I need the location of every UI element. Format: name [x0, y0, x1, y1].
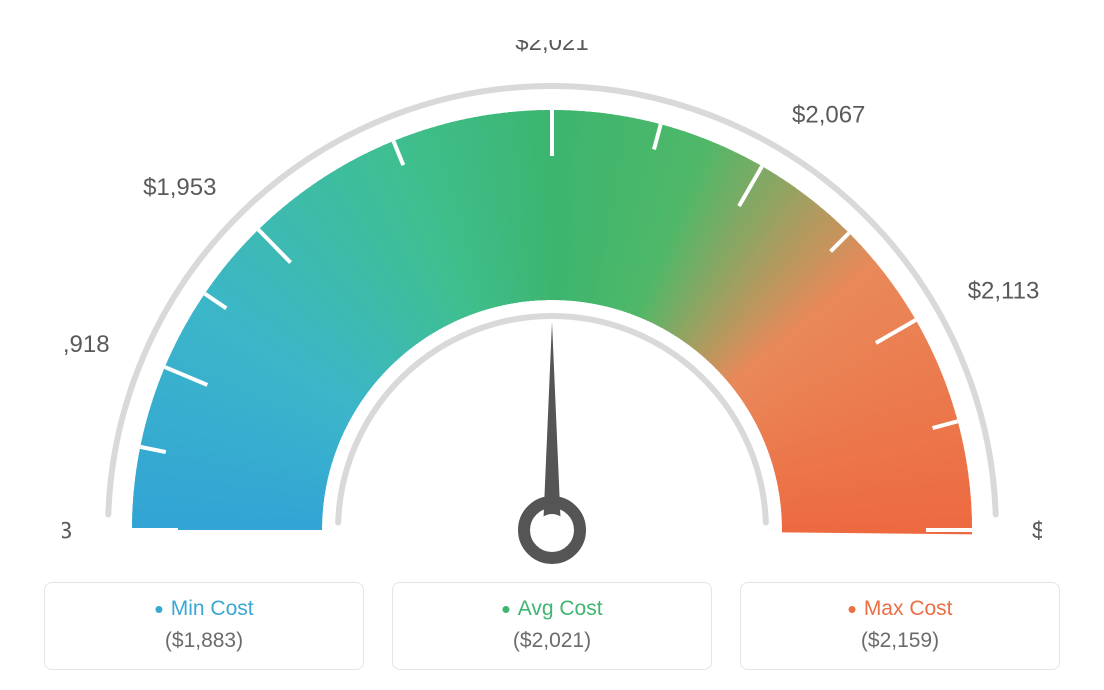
legend-max-title: Max Cost: [751, 597, 1049, 621]
legend-max-card: Max Cost ($2,159): [740, 582, 1060, 670]
gauge-tick-label: $2,067: [792, 102, 865, 129]
gauge-tick-label: $1,918: [62, 331, 110, 358]
gauge-svg: $1,883 $1,918 $1,953 $2,021 $2,067 $2,113 $2,1…: [62, 40, 1042, 580]
legend-avg-card: Avg Cost ($2,021): [392, 582, 712, 670]
legend-max-value: ($2,159): [751, 629, 1049, 653]
legend-min-card: Min Cost ($1,883): [44, 582, 364, 670]
legend-min-title: Min Cost: [55, 597, 353, 621]
legend-min-value: ($1,883): [55, 629, 353, 653]
legend-avg-title: Avg Cost: [403, 597, 701, 621]
gauge-tick-label: $2,021: [515, 40, 588, 56]
gauge-tick-label: $2,113: [968, 277, 1040, 304]
gauge-tick-label: $2,159: [1032, 517, 1042, 544]
legend-avg-value: ($2,021): [403, 629, 701, 653]
gauge-area: $1,883 $1,918 $1,953 $2,021 $2,067 $2,113 $2,1…: [0, 0, 1104, 560]
gauge-tick-label: $1,883: [62, 517, 72, 544]
legend-row: Min Cost ($1,883) Avg Cost ($2,021) Max …: [0, 582, 1104, 670]
gauge-tick-label: $1,953: [143, 174, 216, 201]
chart-container: $1,883 $1,918 $1,953 $2,021 $2,067 $2,113 $2,1…: [0, 0, 1104, 690]
